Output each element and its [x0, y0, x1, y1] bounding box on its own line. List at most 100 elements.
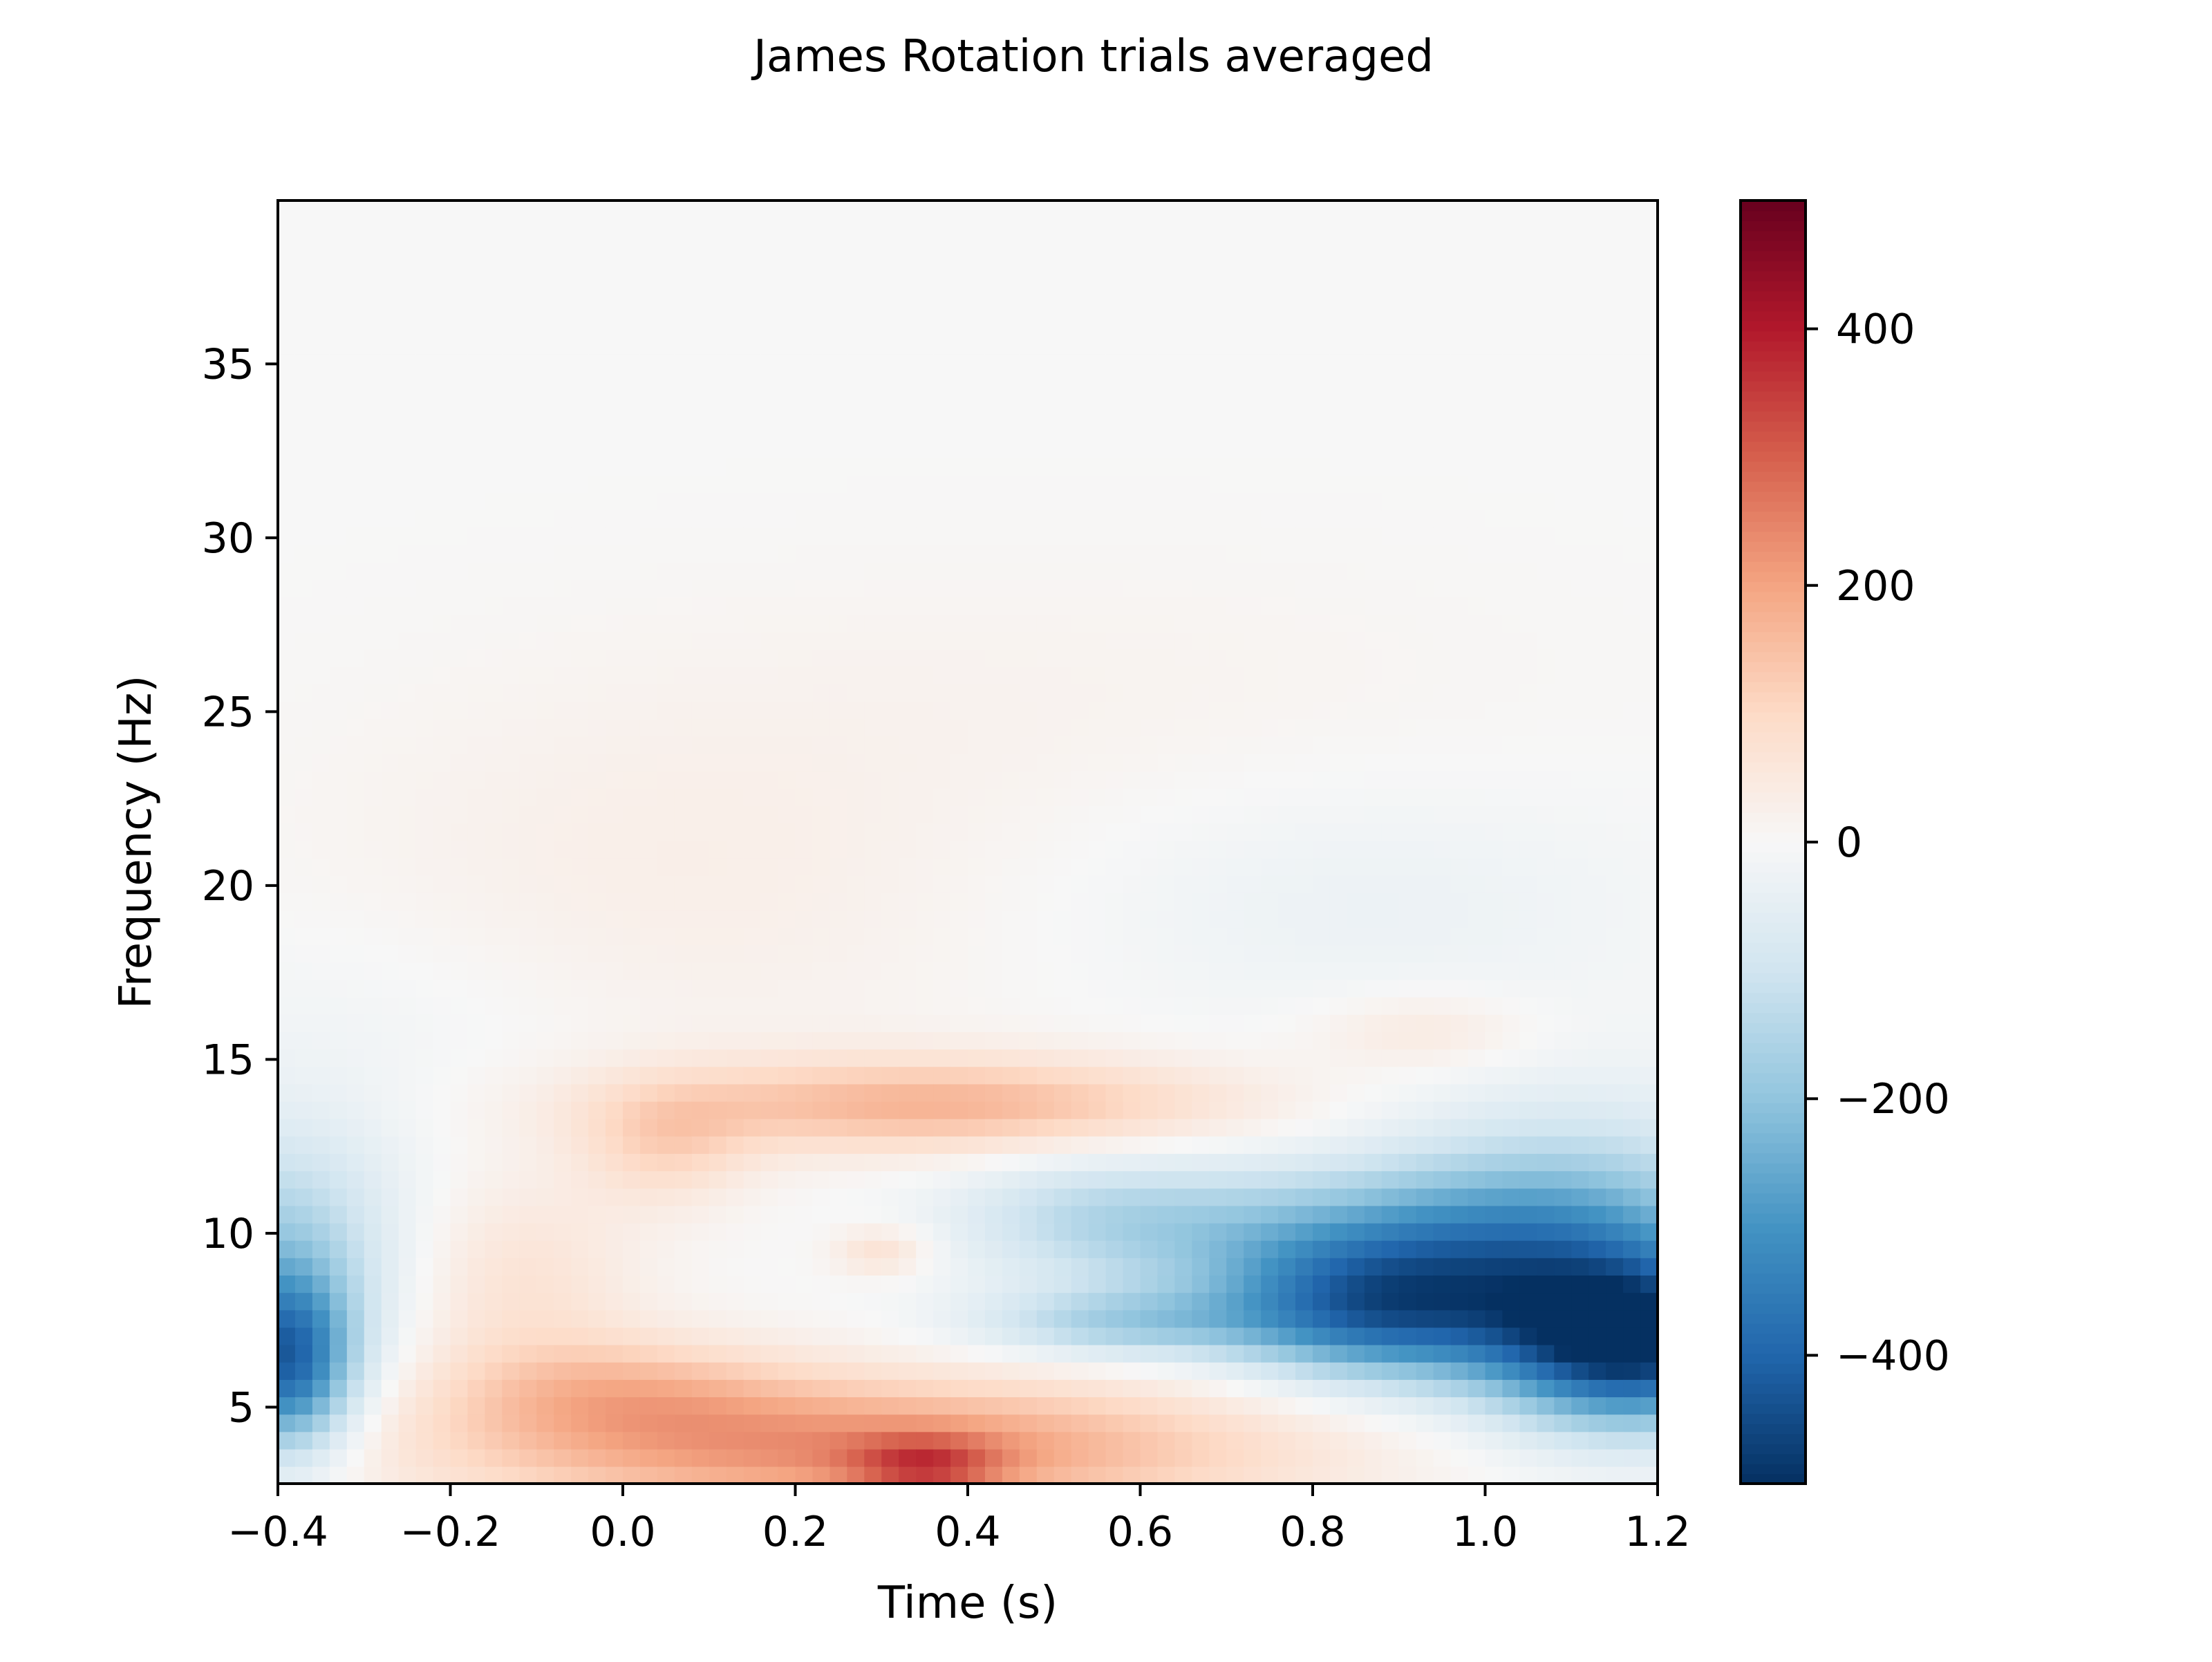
heatmap-cell: [881, 1466, 899, 1484]
heatmap-cell: [933, 440, 951, 459]
heatmap-cell: [760, 510, 779, 528]
heatmap-cell: [864, 249, 883, 268]
heatmap-cell: [1053, 492, 1072, 511]
heatmap-cell: [1071, 875, 1089, 893]
heatmap-cell: [881, 1083, 899, 1102]
heatmap-cell: [1295, 1083, 1313, 1102]
heatmap-cell: [1105, 1431, 1124, 1450]
heatmap-cell: [554, 1118, 572, 1137]
heatmap-cell: [864, 1118, 883, 1137]
heatmap-cell: [933, 492, 951, 511]
heatmap-cell: [812, 597, 831, 615]
heatmap-cell: [1313, 527, 1331, 545]
heatmap-cell: [916, 1258, 934, 1276]
heatmap-cell: [847, 492, 865, 511]
heatmap-cell: [1261, 701, 1279, 720]
heatmap-cell: [450, 840, 469, 859]
heatmap-cell: [1140, 1379, 1159, 1398]
heatmap-cell: [1157, 492, 1176, 511]
heatmap-cell: [1088, 1309, 1107, 1328]
heatmap-cell: [1019, 232, 1038, 250]
heatmap-cell: [433, 1031, 451, 1050]
heatmap-cell: [1071, 1379, 1089, 1398]
heatmap-cell: [1364, 527, 1382, 545]
heatmap-cell: [1036, 475, 1055, 494]
heatmap-cell: [916, 910, 934, 928]
heatmap-cell: [1209, 910, 1228, 928]
heatmap-cell: [1192, 1118, 1210, 1137]
heatmap-cell: [571, 718, 589, 737]
heatmap-cell: [536, 283, 554, 302]
heatmap-cell: [984, 232, 1003, 250]
heatmap-cell: [364, 1379, 382, 1398]
heatmap-cell: [812, 1136, 831, 1154]
heatmap-cell: [1381, 579, 1400, 598]
heatmap-cell: [1157, 823, 1176, 841]
heatmap-cell: [760, 996, 779, 1015]
heatmap-cell: [1278, 823, 1296, 841]
heatmap-cell: [1261, 336, 1279, 355]
heatmap-cell: [571, 301, 589, 319]
heatmap-cell: [502, 684, 521, 702]
heatmap-cell: [450, 319, 469, 337]
heatmap-cell: [294, 1170, 313, 1189]
heatmap-cell: [968, 405, 986, 424]
heatmap-cell: [657, 232, 675, 250]
heatmap-cell: [433, 544, 451, 563]
heatmap-cell: [1295, 1136, 1313, 1154]
heatmap-cell: [415, 1258, 434, 1276]
heatmap-cell: [1278, 544, 1296, 563]
heatmap-cell: [657, 1292, 675, 1311]
heatmap-cell: [968, 301, 986, 319]
heatmap-cell: [485, 1361, 503, 1380]
heatmap-cell: [485, 648, 503, 667]
heatmap-cell: [1278, 1397, 1296, 1415]
heatmap-cell: [1329, 840, 1348, 859]
heatmap-cell: [1261, 1397, 1279, 1415]
heatmap-cell: [398, 892, 417, 911]
heatmap-cell: [1278, 562, 1296, 581]
heatmap-cell: [312, 371, 330, 389]
heatmap-cell: [1398, 1188, 1417, 1206]
heatmap-cell: [933, 1136, 951, 1154]
heatmap-cell: [1381, 214, 1400, 233]
heatmap-cell: [1002, 1379, 1020, 1398]
heatmap-cell: [674, 892, 693, 911]
heatmap-cell: [1071, 200, 1089, 215]
heatmap-cell: [502, 1136, 521, 1154]
heatmap-cell: [639, 857, 658, 876]
heatmap-cell: [346, 353, 365, 372]
heatmap-cell: [1398, 319, 1417, 337]
heatmap-cell: [639, 684, 658, 702]
heatmap-cell: [415, 1136, 434, 1154]
heatmap-cell: [278, 1275, 296, 1294]
heatmap-cell: [1329, 979, 1348, 998]
heatmap-cell: [536, 875, 554, 893]
heatmap-cell: [657, 1205, 675, 1224]
heatmap-cell: [743, 475, 762, 494]
heatmap-cell: [346, 1397, 365, 1415]
heatmap-cell: [1364, 1258, 1382, 1276]
heatmap-cell: [1209, 527, 1228, 545]
heatmap-cell: [968, 1344, 986, 1363]
heatmap-cell: [1071, 1222, 1089, 1241]
heatmap-cell: [691, 232, 710, 250]
heatmap-cell: [1019, 701, 1038, 720]
heatmap-cell: [450, 718, 469, 737]
heatmap-cell: [1433, 979, 1452, 998]
heatmap-cell: [950, 788, 968, 806]
heatmap-cell: [1244, 788, 1262, 806]
heatmap-cell: [1364, 1466, 1382, 1484]
heatmap-cell: [1398, 1379, 1417, 1398]
heatmap-cell: [571, 1031, 589, 1050]
heatmap-cell: [623, 319, 641, 337]
heatmap-cell: [709, 1309, 727, 1328]
heatmap-cell: [1105, 648, 1124, 667]
heatmap-cell: [691, 1466, 710, 1484]
heatmap-cell: [1347, 684, 1365, 702]
heatmap-cell: [571, 875, 589, 893]
heatmap-cell: [1226, 232, 1244, 250]
heatmap-cell: [760, 1118, 779, 1137]
heatmap-cell: [278, 1205, 296, 1224]
heatmap-cell: [916, 666, 934, 684]
